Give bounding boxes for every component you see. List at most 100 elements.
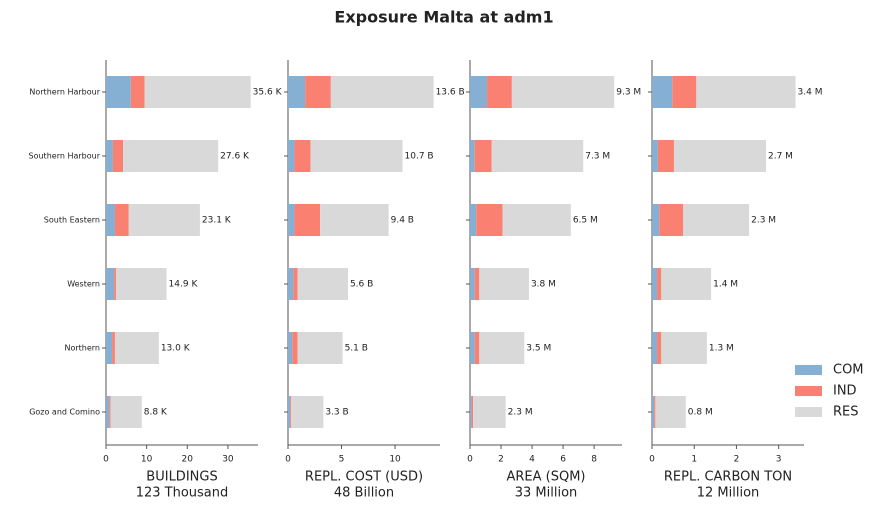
- x-tick-label: 8: [591, 455, 597, 465]
- bar-segment: [106, 76, 131, 108]
- bar-segment: [305, 76, 331, 108]
- bar-segment: [673, 140, 766, 172]
- total-label: 0.8 M: [688, 408, 713, 418]
- x-axis-total: 48 Billion: [334, 486, 394, 501]
- x-tick-label: 0: [467, 455, 473, 465]
- bar-segment: [476, 204, 503, 236]
- bar-segment: [487, 76, 512, 108]
- bar-segment: [652, 140, 658, 172]
- bar-segment: [502, 204, 571, 236]
- legend-swatch: [795, 386, 822, 396]
- total-label: 6.5 M: [573, 216, 598, 226]
- bar-segment: [310, 140, 403, 172]
- bar-segment: [288, 76, 306, 108]
- bar-segment: [114, 268, 117, 300]
- bar-segment: [116, 268, 167, 300]
- total-label: 9.3 M: [616, 88, 641, 98]
- x-axis-total: 33 Million: [515, 486, 578, 501]
- total-label: 1.4 M: [713, 280, 738, 290]
- bar-segment: [479, 332, 525, 364]
- bar-segment: [474, 268, 480, 300]
- legend-swatch: [795, 407, 822, 417]
- bar-segment: [470, 332, 475, 364]
- y-tick-label: Northern: [64, 344, 100, 353]
- total-label: 5.6 B: [350, 280, 373, 290]
- bar-segment: [473, 396, 506, 428]
- total-label: 3.3 B: [325, 408, 348, 418]
- bar-segment: [661, 332, 707, 364]
- x-tick-label: 0: [285, 455, 291, 465]
- total-label: 9.4 B: [391, 216, 414, 226]
- bar-segment: [657, 140, 674, 172]
- bar-segment: [661, 268, 712, 300]
- total-label: 5.1 B: [345, 344, 368, 354]
- bar-segment: [330, 76, 434, 108]
- x-tick-label: 2: [498, 455, 504, 465]
- bar-segment: [470, 204, 477, 236]
- bar-segment: [288, 332, 293, 364]
- bar-segment: [110, 396, 142, 428]
- x-tick-label: 4: [529, 455, 535, 465]
- bar-segment: [292, 332, 298, 364]
- total-label: 13.6 B: [436, 88, 465, 98]
- y-tick-label: Western: [67, 280, 100, 289]
- x-axis-label: REPL. COST (USD): [305, 470, 423, 485]
- bar-segment: [106, 140, 113, 172]
- bar-segment: [320, 204, 389, 236]
- bar-segment: [655, 396, 686, 428]
- legend-label: IND: [833, 384, 857, 399]
- bar-segment: [294, 204, 321, 236]
- bar-segment: [288, 268, 294, 300]
- bar-segment: [470, 76, 488, 108]
- x-axis-label: AREA (SQM): [506, 470, 585, 485]
- total-label: 3.8 M: [531, 280, 556, 290]
- bar-segment: [106, 268, 115, 300]
- x-tick-label: 10: [389, 455, 401, 465]
- bar-segment: [657, 268, 662, 300]
- bar-segment: [288, 140, 295, 172]
- bar-segment: [652, 76, 673, 108]
- bar-segment: [511, 76, 615, 108]
- bar-segment: [114, 204, 129, 236]
- x-axis-total: 123 Thousand: [136, 486, 229, 501]
- bar-segment: [696, 76, 796, 108]
- bar-segment: [652, 268, 658, 300]
- bar-segment: [288, 396, 291, 428]
- total-label: 3.4 M: [798, 88, 823, 98]
- bar-segment: [470, 140, 475, 172]
- bar-segment: [106, 332, 113, 364]
- legend-swatch: [795, 365, 822, 375]
- total-label: 35.6 K: [253, 88, 283, 98]
- bar-segment: [491, 140, 584, 172]
- legend-label: COM: [833, 363, 864, 378]
- bar-segment: [288, 204, 295, 236]
- total-label: 10.7 B: [405, 152, 434, 162]
- total-label: 8.8 K: [144, 408, 168, 418]
- total-label: 3.5 M: [526, 344, 551, 354]
- bar-segment: [657, 332, 662, 364]
- x-tick-label: 0: [103, 455, 109, 465]
- bar-segment: [112, 140, 124, 172]
- bar-segment: [479, 268, 529, 300]
- y-tick-label: Southern Harbour: [29, 152, 101, 161]
- bar-segment: [106, 396, 110, 428]
- bar-segment: [130, 76, 145, 108]
- bar-segment: [474, 140, 492, 172]
- x-tick-label: 30: [222, 455, 234, 465]
- bar-segment: [114, 332, 159, 364]
- x-axis-label: BUILDINGS: [146, 470, 217, 485]
- bar-segment: [470, 396, 472, 428]
- bar-segment: [112, 332, 115, 364]
- bar-segment: [654, 396, 656, 428]
- bar-segment: [109, 396, 111, 428]
- y-tick-label: Gozo and Comino: [29, 408, 100, 417]
- total-label: 14.9 K: [169, 280, 199, 290]
- bar-segment: [470, 268, 475, 300]
- x-tick-label: 1: [691, 455, 697, 465]
- bar-segment: [290, 396, 292, 428]
- bar-segment: [123, 140, 219, 172]
- x-tick-label: 20: [182, 455, 194, 465]
- x-axis-total: 12 Million: [697, 486, 760, 501]
- x-tick-label: 2: [734, 455, 740, 465]
